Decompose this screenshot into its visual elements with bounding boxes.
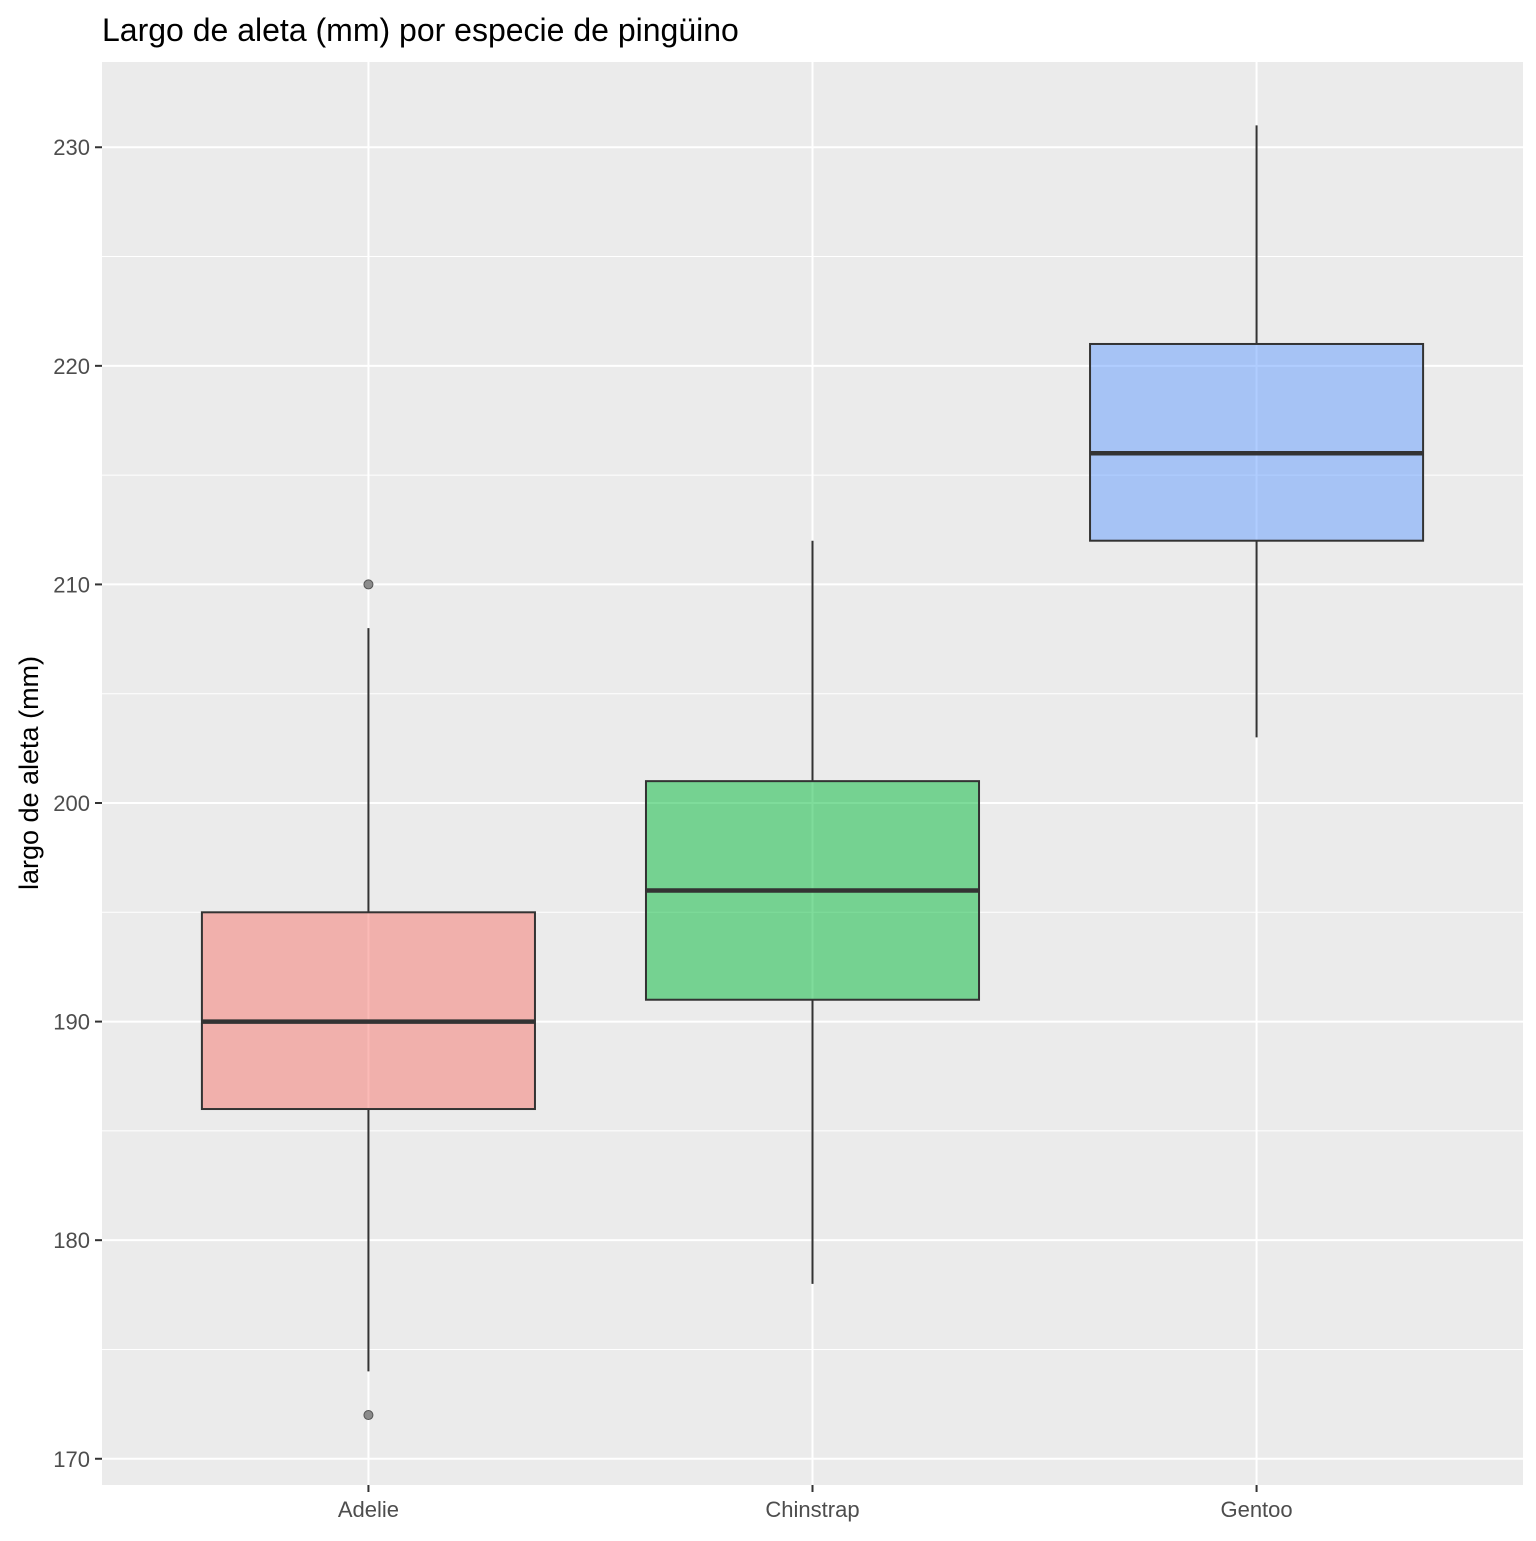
chart-title: Largo de aleta (mm) por especie de pingü…: [102, 12, 739, 48]
box-iqr: [200, 911, 536, 1111]
box-group-adelie: [200, 579, 536, 1421]
y-tick-label: 180: [53, 1228, 90, 1253]
y-tick-label: 200: [53, 791, 90, 816]
outlier-point: [363, 1410, 374, 1421]
boxes-layer: [200, 125, 1425, 1421]
y-tick-label: 190: [53, 1010, 90, 1035]
box-group-gentoo: [1089, 125, 1425, 738]
y-axis-label: largo de aleta (mm): [14, 656, 44, 890]
outlier-point: [363, 579, 374, 590]
box-iqr: [1089, 342, 1425, 542]
axes-layer: 170 180 190 200 210 220 230 Adelie Chinstrap Gent…: [53, 135, 1292, 1522]
y-tick-label: 220: [53, 354, 90, 379]
x-tick-label: Gentoo: [1220, 1497, 1292, 1522]
x-tick-label: Chinstrap: [765, 1497, 859, 1522]
y-tick-label: 210: [53, 572, 90, 597]
y-tick-label: 170: [53, 1447, 90, 1472]
box-group-chinstrap: [644, 540, 981, 1284]
x-tick-label: Adelie: [338, 1497, 399, 1522]
y-tick-label: 230: [53, 135, 90, 160]
